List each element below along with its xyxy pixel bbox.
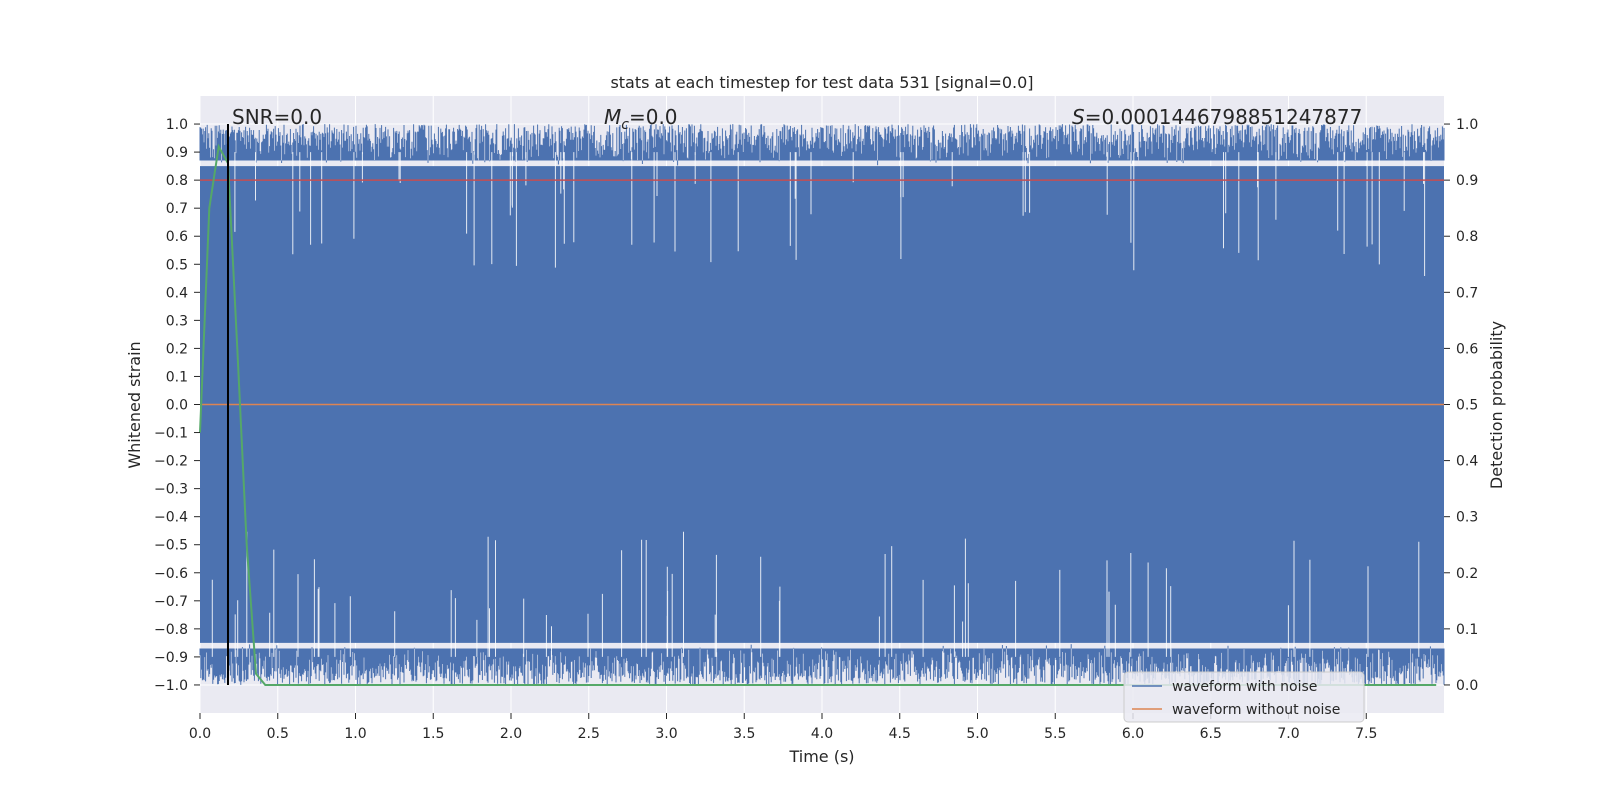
y-tick-label: −0.3 — [154, 482, 188, 498]
x-tick-label: 1.5 — [422, 726, 444, 742]
s-annotation: S=0.0001446798851247877 — [1072, 105, 1362, 129]
y-tick-label: −0.9 — [154, 650, 188, 666]
detection-probability-line — [199, 143, 1437, 686]
y-right-tick-label: 1.0 — [1456, 117, 1478, 133]
x-tick-label: 4.5 — [889, 726, 911, 742]
y-tick-label: 0.9 — [166, 145, 188, 161]
y-tick-label: 0.8 — [166, 173, 188, 189]
x-tick-label: 2.0 — [500, 726, 522, 742]
y-axis-label: Whitened strain — [125, 341, 144, 468]
x-tick-label: 3.5 — [733, 726, 755, 742]
y-tick-label: −0.4 — [154, 510, 188, 526]
x-tick-label: 6.0 — [1122, 726, 1144, 742]
x-tick-label: 0.0 — [189, 726, 211, 742]
y-right-tick-label: 0.5 — [1456, 398, 1478, 414]
legend-box — [1123, 671, 1365, 723]
x-tick-label: 5.0 — [966, 726, 988, 742]
x-tick-label: 3.0 — [655, 726, 677, 742]
x-tick-label: 2.5 — [578, 726, 600, 742]
x-axis: 0.0 0.5 1.0 1.5 2.0 2.5 3.0 3.5 4.0 4.5 5.0 5.5 6.0 6… — [189, 713, 1377, 742]
legend-label-without-noise: waveform without noise — [1172, 702, 1340, 718]
y-tick-label: 0.3 — [166, 313, 188, 329]
x-tick-label: 7.5 — [1355, 726, 1377, 742]
s-value: =0.0001446798851247877 — [1085, 105, 1363, 129]
x-tick-label: 4.0 — [811, 726, 833, 742]
y-right-tick-label: 0.0 — [1456, 678, 1478, 694]
lines — [199, 124, 1444, 686]
y-right-tick-label: 0.9 — [1456, 173, 1478, 189]
y-tick-label: −0.8 — [154, 622, 188, 638]
y-tick-label: 0.4 — [166, 285, 188, 301]
chart-title: stats at each timestep for test data 531… — [610, 73, 1033, 92]
x-tick-label: 7.0 — [1277, 726, 1299, 742]
y-right-tick-label: 0.1 — [1456, 622, 1478, 638]
y-axis-left: 1.0 0.9 0.8 0.7 0.6 0.5 0.4 0.3 0.2 0.1 0.0 −0.1 −0.… — [154, 117, 200, 694]
y-right-tick-label: 0.2 — [1456, 566, 1478, 582]
y-tick-label: 1.0 — [166, 117, 188, 133]
y-tick-label: 0.1 — [166, 369, 188, 385]
y-tick-label: −0.6 — [154, 566, 188, 582]
noise-upper-fringe — [199, 124, 1445, 166]
y-tick-label: 0.5 — [166, 257, 188, 273]
chirp-mass-value: =0.0 — [629, 105, 678, 129]
y-axis-label-right: Detection probability — [1487, 321, 1506, 489]
x-tick-label: 1.0 — [344, 726, 366, 742]
y-right-tick-label: 0.4 — [1456, 454, 1478, 470]
y-right-tick-label: 0.6 — [1456, 341, 1478, 357]
x-axis-label: Time (s) — [788, 747, 854, 766]
y-tick-label: 0.7 — [166, 201, 188, 217]
noise-lower-fringe — [199, 644, 1445, 685]
y-tick-label: 0.6 — [166, 229, 188, 245]
y-right-tick-label: 0.3 — [1456, 510, 1478, 526]
chirp-mass-symbol: M — [604, 105, 621, 129]
x-tick-label: 6.5 — [1200, 726, 1222, 742]
chirp-mass-annotation: Mc=0.0 — [604, 105, 678, 133]
y-tick-label: −0.2 — [154, 454, 188, 470]
y-tick-label: 0.2 — [166, 341, 188, 357]
noise-gaps — [211, 152, 1426, 657]
s-symbol: S — [1072, 105, 1085, 129]
y-tick-label: −1.0 — [154, 678, 188, 694]
snr-annotation: SNR=0.0 — [232, 105, 322, 129]
y-tick-label: 0.0 — [166, 398, 188, 414]
x-tick-label: 5.5 — [1044, 726, 1066, 742]
y-right-tick-label: 0.7 — [1456, 285, 1478, 301]
y-axis-right: 1.0 0.9 0.8 0.7 0.6 0.5 0.4 0.3 0.2 0.1 0.0 — [1444, 117, 1478, 694]
legend: waveform with noise waveform without noi… — [1123, 671, 1365, 723]
x-tick-label: 0.5 — [267, 726, 289, 742]
legend-label-with-noise: waveform with noise — [1172, 679, 1317, 695]
y-tick-label: −0.7 — [154, 594, 188, 610]
y-tick-label: −0.1 — [154, 426, 188, 442]
chirp-mass-subscript: c — [621, 117, 629, 133]
y-right-tick-label: 0.8 — [1456, 229, 1478, 245]
y-tick-label: −0.5 — [154, 538, 188, 554]
